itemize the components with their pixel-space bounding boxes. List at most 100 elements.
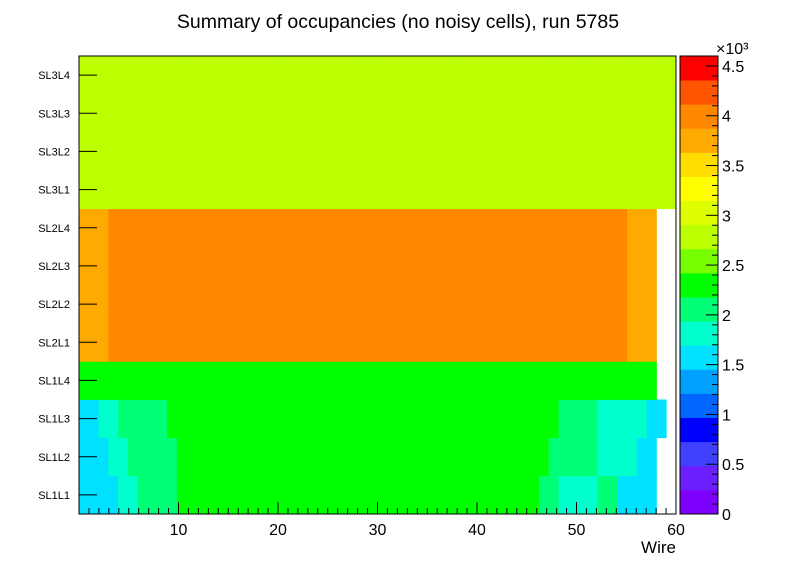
heatmap-cell: [578, 94, 589, 133]
heatmap-cell: [274, 285, 285, 324]
heatmap-cell: [323, 437, 334, 477]
heatmap-cell: [216, 132, 227, 171]
heatmap-cell: [666, 170, 677, 210]
heatmap-cell: [127, 132, 139, 171]
heatmap-cell: [147, 475, 158, 515]
heatmap-cell: [274, 323, 285, 362]
heatmap-cell: [646, 285, 657, 324]
heatmap-cell: [323, 475, 334, 515]
heatmap-cell: [568, 475, 579, 515]
heatmap-cell: [304, 437, 315, 477]
heatmap-cell: [137, 285, 148, 324]
heatmap-cell: [597, 208, 608, 248]
heatmap-cell: [421, 208, 432, 248]
heatmap-cell: [480, 399, 491, 439]
heatmap-cell: [382, 399, 393, 439]
heatmap-cell: [607, 285, 618, 324]
heatmap-cell: [607, 399, 618, 439]
heatmap-cell: [235, 246, 246, 286]
heatmap-cell: [401, 475, 413, 515]
heatmap-cell: [353, 132, 364, 171]
heatmap-cell: [206, 475, 217, 515]
heatmap-cell: [235, 437, 246, 477]
heatmap-cell: [587, 56, 599, 95]
heatmap-cell: [431, 285, 442, 324]
heatmap-cells: [79, 56, 677, 515]
heatmap-cell: [441, 170, 452, 210]
heatmap-cell: [519, 323, 530, 362]
heatmap-cell: [597, 475, 608, 515]
heatmap-cell: [568, 56, 579, 95]
heatmap-cell: [147, 285, 158, 324]
heatmap-cell: [509, 361, 520, 400]
heatmap-cell: [636, 56, 648, 95]
heatmap-cell: [499, 475, 511, 515]
heatmap-cell: [519, 56, 530, 95]
heatmap-cell: [607, 208, 618, 248]
heatmap-cell: [372, 246, 383, 286]
heatmap-cell: [538, 361, 550, 400]
heatmap-cell: [323, 361, 334, 400]
heatmap-cell: [519, 285, 530, 324]
heatmap-cell: [127, 399, 139, 439]
heatmap-cell: [617, 437, 628, 477]
heatmap-cell: [372, 399, 383, 439]
heatmap-cell: [274, 475, 285, 515]
heatmap-cell: [509, 246, 520, 286]
heatmap-cell: [499, 323, 511, 362]
heatmap-cell: [304, 475, 315, 515]
heatmap-cell: [137, 170, 148, 210]
heatmap-cell: [480, 208, 491, 248]
heatmap-cell: [255, 399, 266, 439]
heatmap-cell: [274, 170, 285, 210]
heatmap-cell: [480, 475, 491, 515]
heatmap-cell: [343, 323, 354, 362]
heatmap-cell: [529, 56, 540, 95]
heatmap-cell: [490, 323, 501, 362]
heatmap-cell: [343, 132, 354, 171]
heatmap-cell: [186, 361, 197, 400]
heatmap-cell: [411, 246, 422, 286]
heatmap-cell: [206, 56, 217, 95]
heatmap-cell: [313, 170, 325, 210]
heatmap-cell: [431, 437, 442, 477]
heatmap-cell: [127, 56, 139, 95]
heatmap-cell: [167, 208, 178, 248]
heatmap-cell: [137, 132, 148, 171]
heatmap-cell: [186, 56, 197, 95]
heatmap-cell: [245, 323, 256, 362]
heatmap-cell: [108, 323, 119, 362]
heatmap-cell: [538, 475, 550, 515]
heatmap-cell: [255, 475, 266, 515]
heatmap-cell: [421, 285, 432, 324]
heatmap-cell: [441, 208, 452, 248]
heatmap-cell: [548, 208, 559, 248]
heatmap-cell: [421, 361, 432, 400]
heatmap-cell: [206, 94, 217, 133]
heatmap-cell: [470, 323, 481, 362]
heatmap-cell: [255, 361, 266, 400]
heatmap-cell: [137, 399, 148, 439]
heatmap-cell: [304, 285, 315, 324]
y-tick-label: SL1L4: [38, 375, 70, 387]
heatmap-cell: [460, 94, 471, 133]
heatmap-cell: [294, 56, 305, 95]
heatmap-cell: [490, 94, 501, 133]
heatmap-cell: [441, 132, 452, 171]
heatmap-cell: [656, 399, 667, 439]
heatmap-cell: [167, 399, 178, 439]
heatmap-cell: [646, 361, 657, 400]
heatmap-cell: [431, 323, 442, 362]
heatmap-cell: [470, 246, 481, 286]
heatmap-cell: [490, 361, 501, 400]
heatmap-cell: [597, 94, 608, 133]
y-tick-label: SL2L3: [38, 261, 70, 273]
heatmap-cell: [548, 323, 559, 362]
heatmap-cell: [176, 437, 188, 477]
heatmap-cell: [343, 208, 354, 248]
heatmap-cell: [607, 323, 618, 362]
x-tick-label: 40: [468, 522, 486, 539]
heatmap-cell: [225, 208, 236, 248]
heatmap-cell: [147, 56, 158, 95]
heatmap-cell: [607, 475, 618, 515]
